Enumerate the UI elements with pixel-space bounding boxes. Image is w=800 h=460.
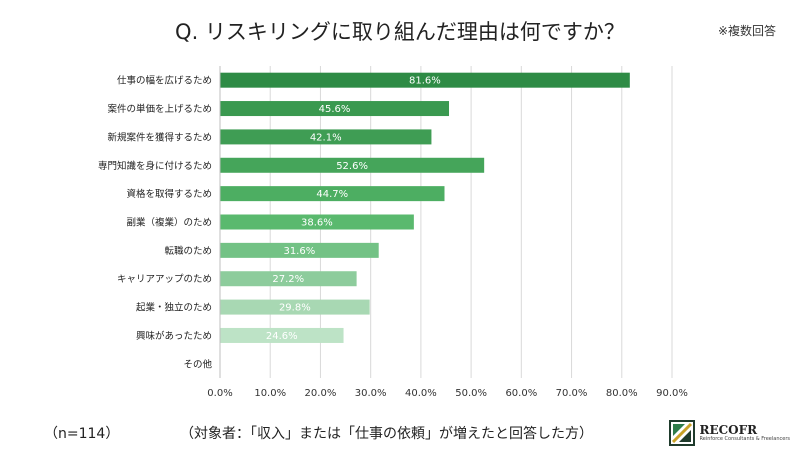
bar-value-label: 45.6%	[319, 104, 351, 115]
bar	[220, 101, 450, 117]
bar	[220, 157, 485, 173]
bar	[220, 72, 630, 88]
category-label: 専門知識を身に付けるため	[98, 160, 212, 172]
x-tick-label: 50.0%	[455, 388, 487, 399]
bar	[220, 299, 370, 315]
bar-value-label: 27.2%	[272, 274, 304, 285]
bar-value-label: 52.6%	[336, 161, 368, 172]
category-label: その他	[183, 358, 212, 370]
x-tick-label: 40.0%	[405, 388, 437, 399]
bar	[220, 214, 414, 230]
logo-tagline: Reinforce Consultants & Freelancers	[699, 436, 790, 442]
bar	[220, 271, 357, 287]
x-tick-label: 0.0%	[207, 388, 232, 399]
x-tick-label: 30.0%	[355, 388, 387, 399]
category-label: 新規案件を獲得するため	[107, 131, 212, 143]
category-label: 興味があったため	[136, 330, 212, 342]
bar-chart: 0.0% 10.0% 20.0% 30.0% 40.0% 50.0% 60.0% 70.0% 8…	[98, 66, 688, 399]
x-tick-label: 80.0%	[606, 388, 638, 399]
x-tick-label: 10.0%	[254, 388, 286, 399]
bar-value-label: 24.6%	[266, 331, 298, 342]
x-tick-label: 90.0%	[656, 388, 688, 399]
category-label: 転職のため	[164, 246, 212, 257]
bar	[220, 129, 432, 145]
logo-name: RECOFR	[699, 423, 758, 437]
x-tick-label: 70.0%	[556, 388, 588, 399]
chart-title: Q. リスキリングに取り組んだ理由は何ですか？	[175, 20, 625, 44]
category-label: 副業（複業）のため	[126, 217, 212, 229]
bar-value-label: 29.8%	[279, 303, 311, 314]
bar	[220, 242, 379, 258]
sample-size-label: （n=114）	[44, 426, 120, 442]
x-tick-label: 20.0%	[305, 388, 337, 399]
bar	[220, 327, 344, 343]
x-tick-label: 60.0%	[505, 388, 537, 399]
bar-value-label: 42.1%	[310, 132, 342, 143]
category-label: 案件の単価を上げるため	[107, 103, 212, 115]
bar-value-label: 31.6%	[283, 246, 315, 257]
multiple-answer-note: ※複数回答	[717, 24, 776, 38]
respondent-condition-note: （対象者：「収入」または「仕事の依頼」が増えたと回答した方）	[180, 426, 593, 442]
recofr-logo: RECOFR Reinforce Consultants & Freelance…	[669, 420, 790, 446]
category-label: 資格を取得するため	[126, 188, 212, 200]
category-label: 起業・独立のため	[136, 302, 212, 314]
recofr-logo-mark-icon	[669, 420, 696, 446]
bar-value-label: 44.7%	[316, 189, 348, 200]
category-label: 仕事の幅を広げるため	[117, 75, 212, 87]
bar-value-label: 38.6%	[301, 218, 333, 229]
category-label: キャリアアップのため	[117, 274, 212, 285]
bar	[220, 186, 445, 202]
bar-value-label: 81.6%	[409, 76, 441, 87]
